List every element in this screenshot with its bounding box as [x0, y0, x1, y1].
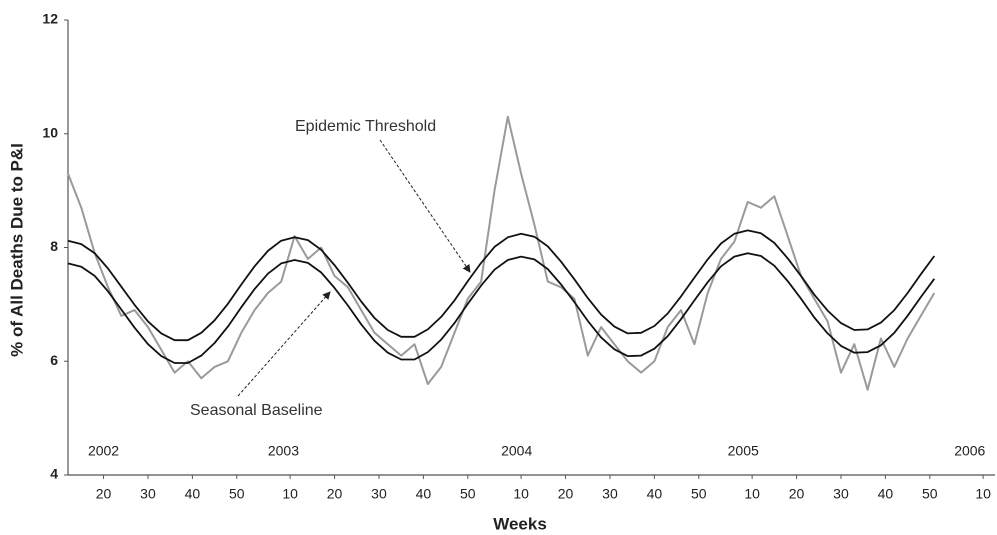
year-label: 2002 — [88, 443, 119, 459]
year-label: 2003 — [268, 443, 299, 459]
x-tick-label: 10 — [744, 486, 760, 502]
y-tick-label: 12 — [42, 11, 58, 27]
x-tick-label: 50 — [460, 486, 476, 502]
x-tick-label: 40 — [185, 486, 201, 502]
x-tick-label: 10 — [282, 486, 298, 502]
x-tick-label: 30 — [140, 486, 156, 502]
x-axis-title: Weeks — [493, 514, 547, 533]
annotation-arrow — [237, 291, 331, 397]
x-tick-label: 30 — [371, 486, 387, 502]
annotation-arrow — [379, 139, 471, 273]
x-tick-label: 10 — [513, 486, 529, 502]
x-tick-label: 10 — [975, 486, 991, 502]
x-tick-label: 40 — [416, 486, 432, 502]
x-tick-label: 20 — [96, 486, 112, 502]
annotation: Epidemic Threshold — [295, 118, 436, 135]
series-line — [67, 115, 936, 391]
x-tick-label: 50 — [922, 486, 938, 502]
x-tick-label: 40 — [878, 486, 894, 502]
year-label: 2006 — [954, 443, 985, 459]
year-label: 2005 — [728, 443, 759, 459]
y-tick-label: 4 — [50, 466, 58, 482]
y-axis-title: % of All Deaths Due to P&I — [7, 143, 26, 357]
x-tick-label: 20 — [558, 486, 574, 502]
year-label: 2004 — [501, 443, 532, 459]
x-tick-label: 20 — [327, 486, 343, 502]
series-line — [67, 252, 936, 364]
x-tick-label: 20 — [789, 486, 805, 502]
series-line — [67, 229, 936, 342]
x-tick-label: 40 — [647, 486, 663, 502]
y-tick-label: 6 — [50, 352, 58, 368]
y-tick-label: 8 — [50, 238, 58, 254]
x-tick-label: 50 — [691, 486, 707, 502]
x-tick-label: 30 — [602, 486, 618, 502]
annotation: Seasonal Baseline — [190, 402, 323, 419]
y-tick-label: 10 — [42, 124, 58, 140]
x-tick-label: 30 — [833, 486, 849, 502]
x-tick-label: 50 — [229, 486, 245, 502]
